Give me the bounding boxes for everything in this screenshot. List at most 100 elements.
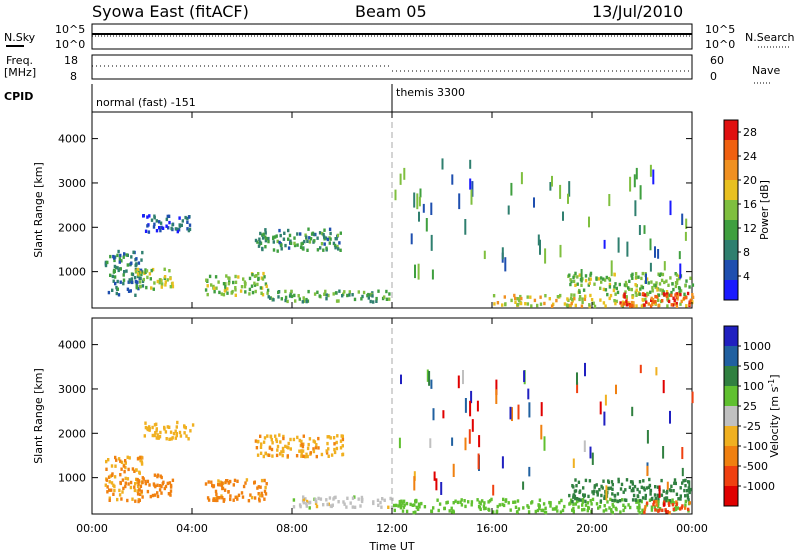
data-cell (476, 498, 479, 502)
data-cell (115, 265, 118, 270)
data-cell (218, 483, 221, 487)
data-cell (576, 382, 579, 394)
data-cell (292, 498, 296, 502)
data-cell (614, 282, 617, 286)
data-cell (261, 247, 264, 252)
data-cell (675, 273, 679, 277)
data-cell (411, 503, 414, 507)
data-cell (161, 226, 165, 230)
x-tick-label: 16:00 (476, 522, 508, 535)
data-cell (639, 287, 642, 291)
data-cell (164, 430, 168, 434)
data-cell (631, 295, 634, 300)
data-cell (133, 485, 136, 489)
colorbar-tick-label: 12 (743, 222, 757, 235)
colorbar-tick-label: 8 (743, 246, 750, 259)
data-cell (450, 506, 453, 510)
x-tick-label: 04:00 (176, 522, 208, 535)
data-cell (456, 500, 460, 505)
data-cell (188, 223, 192, 227)
data-cell (635, 293, 638, 297)
data-cell (267, 236, 270, 241)
data-cell (276, 444, 280, 449)
data-cell (336, 233, 340, 238)
data-cell (388, 297, 391, 301)
data-cell (217, 280, 220, 284)
data-cell (630, 287, 633, 292)
data-cell (589, 499, 592, 503)
data-cell (337, 299, 340, 303)
data-cell (589, 277, 592, 281)
data-cell (332, 436, 336, 440)
data-cell (305, 501, 308, 506)
data-cell (315, 454, 318, 459)
data-cell (113, 275, 117, 279)
data-cell (134, 499, 137, 503)
data-cell (155, 429, 158, 433)
data-cell (229, 494, 232, 498)
data-cell (142, 477, 145, 481)
data-cell (139, 455, 142, 460)
data-cell (272, 240, 275, 244)
data-cell (566, 297, 569, 301)
data-cell (674, 506, 677, 511)
data-cell (326, 441, 329, 446)
data-cell (413, 192, 416, 208)
data-cell (129, 485, 133, 490)
data-cell (481, 499, 484, 503)
colorbar-segment (724, 260, 738, 281)
colorbar-tick-label: 25 (743, 400, 757, 413)
data-cell (641, 508, 644, 512)
data-cell (360, 495, 364, 500)
data-cell (445, 501, 448, 505)
data-cell (244, 281, 247, 286)
data-cell (582, 288, 586, 292)
data-cell (649, 262, 652, 272)
data-cell (584, 274, 588, 278)
data-cell (105, 478, 109, 482)
data-cell (359, 504, 362, 508)
data-cell (256, 486, 259, 490)
data-cell (563, 504, 566, 509)
data-cell (278, 433, 281, 437)
data-cell (622, 490, 625, 494)
data-cell (572, 509, 575, 514)
data-cell (684, 503, 687, 507)
data-cell (181, 219, 184, 223)
data-cell (632, 493, 636, 498)
data-cell (140, 258, 143, 262)
data-cell (145, 269, 149, 273)
data-cell (460, 498, 463, 502)
data-cell (610, 509, 613, 513)
data-cell (608, 194, 611, 207)
data-cell (651, 298, 655, 302)
data-cell (113, 488, 116, 493)
data-cell (570, 293, 573, 297)
data-cell (323, 292, 326, 296)
data-cell (132, 250, 135, 254)
data-cell (645, 300, 648, 304)
data-cell (320, 452, 324, 457)
data-cell (482, 504, 486, 508)
data-cell (630, 274, 634, 278)
data-cell (655, 499, 658, 504)
data-cell (591, 497, 595, 502)
data-cell (215, 286, 218, 290)
nave-tick-top: 60 (710, 54, 724, 67)
data-cell (602, 277, 605, 281)
data-cell (628, 485, 632, 489)
data-cell (649, 238, 652, 251)
data-cell (138, 488, 141, 492)
data-cell (652, 300, 655, 304)
data-cell (226, 479, 229, 483)
data-cell (131, 272, 135, 277)
power-y-axis-label: Slant Range [km] (32, 162, 45, 258)
data-cell (269, 435, 273, 439)
data-cell (348, 290, 351, 294)
data-cell (430, 234, 433, 251)
data-cell (300, 242, 303, 246)
data-cell (641, 510, 644, 514)
data-cell (517, 404, 520, 420)
data-cell (651, 286, 654, 290)
